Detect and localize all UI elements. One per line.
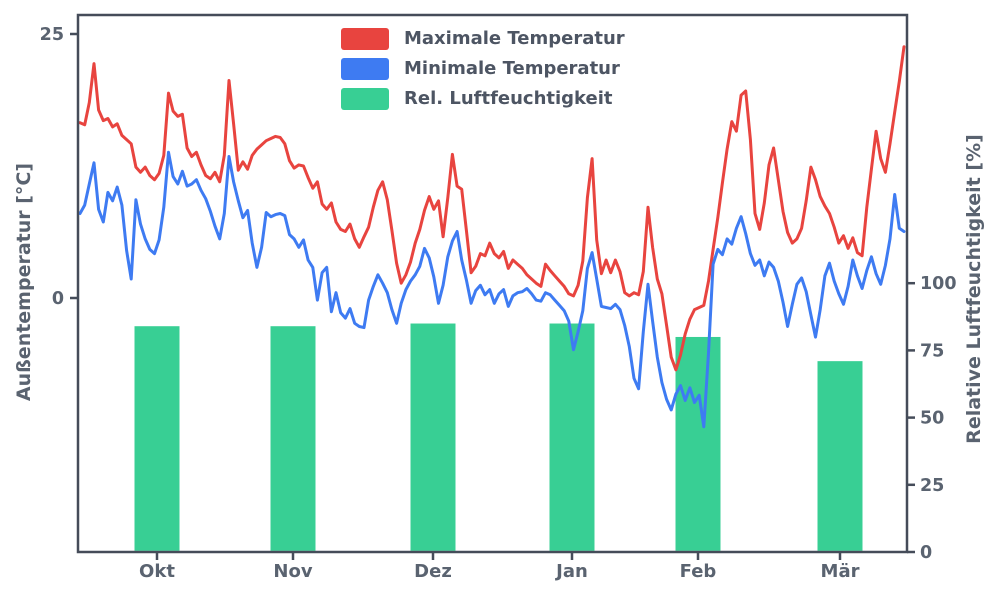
- legend-item-humidity: Rel. Luftfeuchtigkeit: [341, 88, 625, 110]
- right-axis-tick-label: 50: [920, 409, 944, 429]
- humidity-bar: [549, 323, 595, 551]
- legend: Maximale Temperatur Minimale Temperatur …: [341, 28, 625, 118]
- right-axis-tick-label: 25: [920, 476, 944, 496]
- min-temp-line: [78, 150, 906, 429]
- humidity-bar: [675, 336, 721, 551]
- x-axis-tick-label: Okt: [139, 561, 175, 582]
- min-temp-swatch-icon: [341, 58, 389, 80]
- humidity-bar: [134, 326, 180, 551]
- left-axis-tick-label: 25: [40, 25, 64, 45]
- humidity-bar: [410, 323, 456, 551]
- x-axis-tick-label: Jan: [554, 561, 588, 582]
- humidity-swatch-icon: [341, 88, 389, 110]
- right-axis-title: Relative Luftfeuchtigkeit [%]: [963, 134, 985, 444]
- max-temp-line: [78, 45, 906, 372]
- x-axis-tick-label: Nov: [273, 561, 312, 582]
- right-axis-tick-label: 100: [920, 274, 957, 294]
- humidity-bar: [817, 361, 863, 551]
- left-axis-tick-label: 0: [52, 289, 64, 309]
- legend-label-min-temp: Minimale Temperatur: [404, 58, 620, 79]
- legend-item-min-temp: Minimale Temperatur: [341, 58, 625, 80]
- legend-item-max-temp: Maximale Temperatur: [341, 28, 625, 50]
- legend-label-max-temp: Maximale Temperatur: [404, 28, 625, 49]
- right-axis-tick-label: 75: [920, 341, 944, 361]
- humidity-bar: [270, 326, 316, 551]
- x-axis-tick-label: Mär: [821, 561, 860, 582]
- left-axis-title: Außentemperatur [°C]: [13, 162, 35, 402]
- x-axis-tick-label: Dez: [414, 561, 452, 582]
- right-axis-tick-label: 0: [920, 543, 932, 563]
- max-temp-swatch-icon: [341, 28, 389, 50]
- legend-label-humidity: Rel. Luftfeuchtigkeit: [404, 88, 613, 109]
- x-axis-tick-label: Feb: [680, 561, 717, 582]
